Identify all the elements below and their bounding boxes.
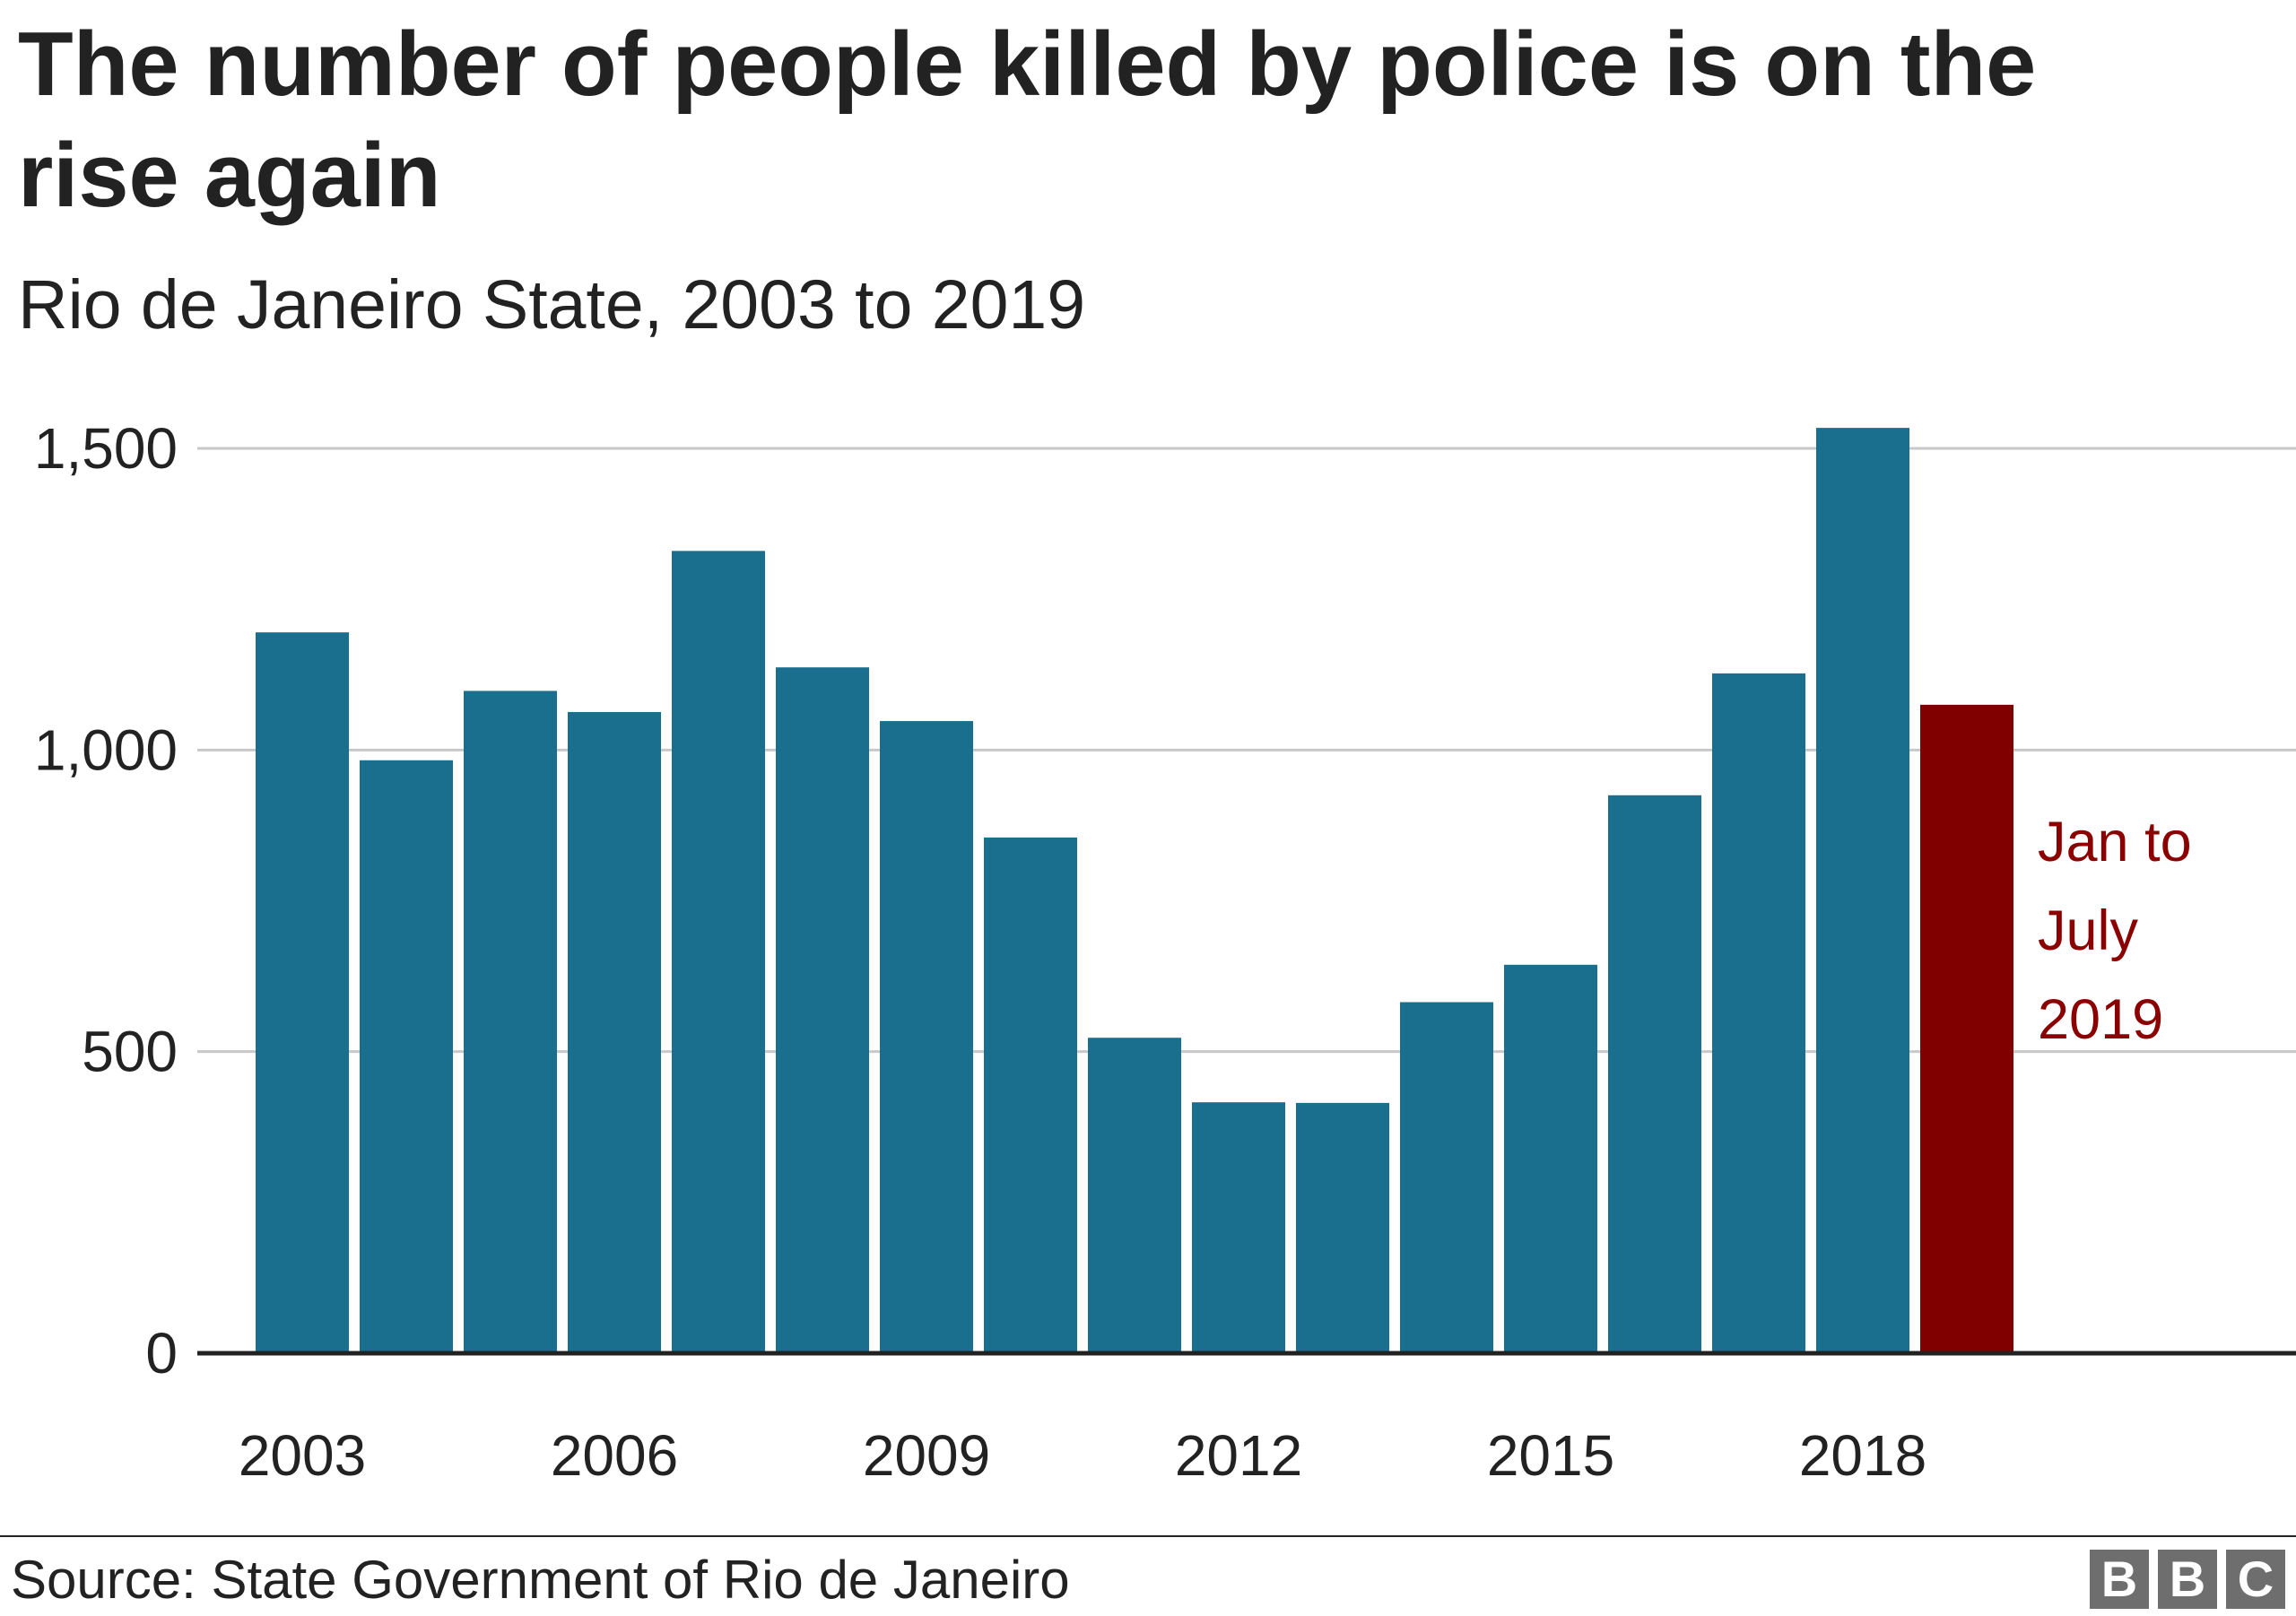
bar	[1400, 1002, 1493, 1353]
bar	[360, 760, 453, 1353]
bbc-logo-letter: B	[2158, 1550, 2217, 1609]
bbc-logo-letter: C	[2226, 1550, 2285, 1609]
x-tick-label: 2012	[1175, 1423, 1302, 1488]
bar	[984, 837, 1077, 1353]
bar	[568, 711, 661, 1353]
bar	[1608, 795, 1701, 1353]
annotation-line: Jan to	[2038, 811, 2192, 873]
footer-divider	[0, 1535, 2296, 1537]
annotation: Jan to July 2019	[2038, 811, 2192, 1051]
y-tick-label: 1,000	[34, 717, 178, 782]
annotation-line: July	[2038, 899, 2139, 962]
bar	[1088, 1038, 1181, 1353]
bbc-logo: B B C	[2090, 1550, 2285, 1609]
y-axis-ticks: 0 500 1,000 1,500	[34, 416, 178, 1386]
bar	[256, 632, 349, 1353]
bar-highlight	[1920, 704, 2013, 1353]
bbc-logo-letter: B	[2090, 1550, 2149, 1609]
x-tick-label: 2015	[1487, 1423, 1614, 1488]
bar	[880, 721, 973, 1353]
y-tick-label: 500	[82, 1020, 178, 1084]
bar	[1296, 1102, 1389, 1353]
bar	[1192, 1102, 1285, 1353]
bar	[1816, 428, 1909, 1353]
x-tick-label: 2006	[551, 1423, 678, 1488]
annotation-line: 2019	[2038, 988, 2163, 1051]
x-axis-ticks: 2003 2006 2009 2012 2015 2018	[239, 1423, 1926, 1488]
chart-title: The number of people killed by police is…	[18, 14, 2037, 226]
bar	[1504, 964, 1597, 1353]
y-tick-label: 0	[145, 1321, 178, 1386]
x-tick-label: 2018	[1799, 1423, 1926, 1488]
bars	[256, 428, 2013, 1353]
x-tick-label: 2009	[863, 1423, 990, 1488]
x-tick-label: 2003	[239, 1423, 366, 1488]
bar	[464, 691, 557, 1353]
y-tick-label: 1,500	[34, 416, 178, 481]
bar	[1712, 673, 1805, 1353]
source-note: Source: State Government of Rio de Janei…	[11, 1550, 1070, 1610]
chart-subtitle: Rio de Janeiro State, 2003 to 2019	[18, 266, 1086, 343]
bar	[776, 667, 869, 1353]
bar	[672, 551, 765, 1353]
